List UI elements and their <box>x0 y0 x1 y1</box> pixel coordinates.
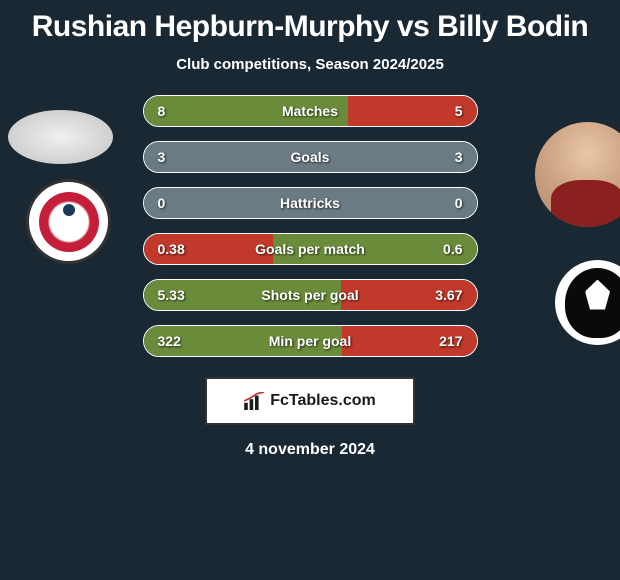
stat-row: 322 Min per goal 217 <box>143 325 478 357</box>
stat-value-right: 3.67 <box>435 287 462 303</box>
stat-row: 5.33 Shots per goal 3.67 <box>143 279 478 311</box>
stat-fill-right <box>310 142 477 172</box>
page-title: Rushian Hepburn-Murphy vs Billy Bodin <box>32 10 589 44</box>
stat-row: 3 Goals 3 <box>143 141 478 173</box>
infographic-container: Rushian Hepburn-Murphy vs Billy Bodin Cl… <box>0 0 620 580</box>
subtitle: Club competitions, Season 2024/2025 <box>176 56 444 73</box>
player-right-avatar <box>535 122 620 227</box>
stat-label: Goals per match <box>255 241 365 257</box>
stat-row: 8 Matches 5 <box>143 95 478 127</box>
stat-value-right: 3 <box>455 149 463 165</box>
club-right-badge <box>555 260 620 345</box>
player-left-avatar <box>8 110 113 164</box>
source-box: FcTables.com <box>205 377 415 425</box>
date-label: 4 november 2024 <box>245 441 375 459</box>
stat-value-left: 3 <box>158 149 166 165</box>
stat-value-right: 0 <box>455 195 463 211</box>
stat-value-left: 0.38 <box>158 241 185 257</box>
source-text: FcTables.com <box>270 392 376 410</box>
stat-value-left: 0 <box>158 195 166 211</box>
stat-value-right: 217 <box>439 333 462 349</box>
stat-label: Matches <box>282 103 338 119</box>
stat-value-right: 5 <box>455 103 463 119</box>
stats-list: 8 Matches 5 3 Goals 3 0 Hattricks 0 0.38 Goals per… <box>143 95 478 357</box>
stat-value-left: 322 <box>158 333 181 349</box>
stat-row: 0.38 Goals per match 0.6 <box>143 233 478 265</box>
stat-label: Shots per goal <box>261 287 358 303</box>
stat-value-left: 5.33 <box>158 287 185 303</box>
stat-fill-left <box>144 142 311 172</box>
stat-value-right: 0.6 <box>443 241 462 257</box>
stat-label: Hattricks <box>280 195 340 211</box>
club-left-badge-inner <box>39 192 99 252</box>
chart-icon <box>244 392 266 410</box>
stat-label: Min per goal <box>269 333 351 349</box>
stat-label: Goals <box>291 149 330 165</box>
club-right-badge-inner <box>565 268 620 338</box>
stat-value-left: 8 <box>158 103 166 119</box>
stat-row: 0 Hattricks 0 <box>143 187 478 219</box>
club-left-badge <box>26 179 111 264</box>
